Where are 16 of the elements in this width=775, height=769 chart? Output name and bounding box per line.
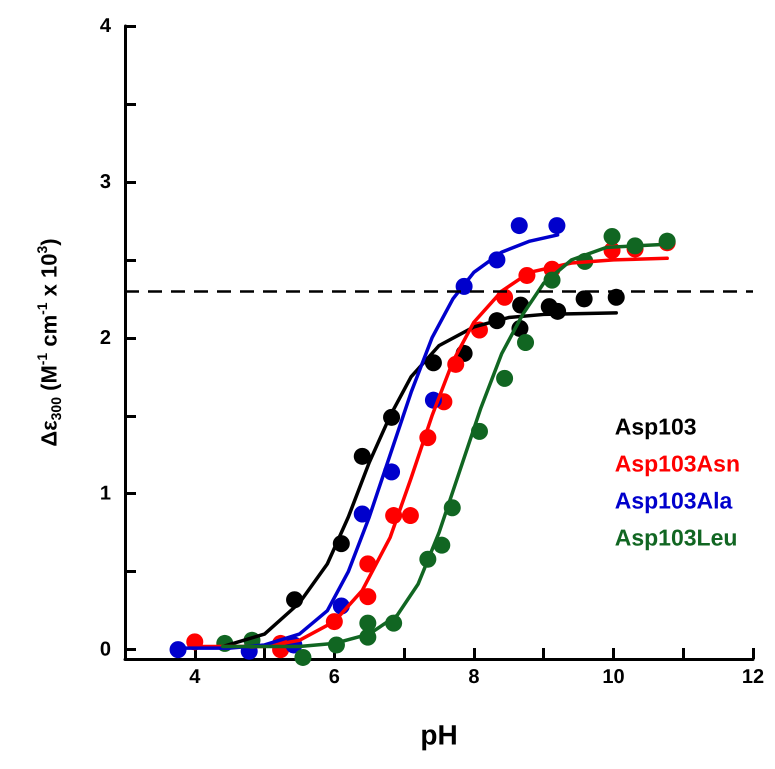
x-tick-label: 12: [742, 666, 764, 688]
y-tick-label: 0: [100, 638, 111, 661]
text: Asp103Leu: [614, 524, 738, 550]
text: Δε300 (M-1 cm-1 x 103): [34, 238, 64, 447]
text: Asp103Asn: [614, 450, 740, 476]
x-tick-label: 10: [602, 666, 625, 688]
x-axis-title: pH: [420, 720, 458, 750]
x-tick-label: 4: [189, 666, 202, 688]
y-tick-label: 1: [100, 482, 111, 505]
y-tick-label: 2: [100, 326, 111, 349]
x-tick-label: 6: [328, 666, 340, 688]
y-tick-label: 3: [100, 170, 111, 193]
y-tick-label: 4: [100, 15, 112, 37]
text: Asp103Ala: [614, 488, 733, 514]
x-tick-label: 8: [468, 666, 480, 688]
text: Asp103: [614, 414, 697, 440]
